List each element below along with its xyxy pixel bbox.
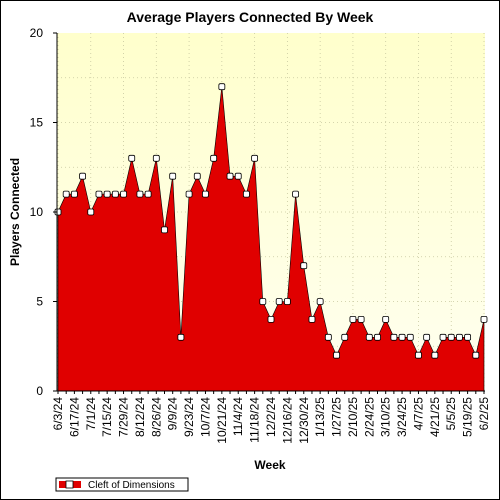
- x-tick-label: 6/17/24: [67, 397, 81, 437]
- data-point: [406, 333, 414, 341]
- data-point: [357, 315, 365, 323]
- data-point: [423, 333, 431, 341]
- data-point: [333, 351, 340, 359]
- data-point: [447, 333, 455, 341]
- data-point: [185, 190, 193, 198]
- x-tick-label: 12/2/24: [264, 397, 278, 437]
- chart-title: Average Players Connected By Week: [127, 9, 374, 25]
- data-point: [251, 154, 259, 162]
- data-point: [202, 190, 209, 198]
- data-point: [464, 333, 472, 341]
- data-point: [415, 351, 422, 359]
- data-point: [144, 190, 152, 198]
- x-tick-label: 9/9/24: [166, 397, 180, 431]
- x-axis-title: Week: [254, 458, 285, 472]
- data-point: [161, 226, 168, 234]
- x-tick-label: 7/15/24: [100, 397, 114, 437]
- x-tick-label: 2/10/25: [346, 397, 360, 437]
- x-tick-label: 12/16/24: [280, 397, 294, 444]
- y-axis-title: Players Connected: [8, 158, 22, 266]
- x-tick-label: 9/23/24: [182, 397, 196, 437]
- data-point: [226, 172, 234, 180]
- x-tick-label: 7/29/24: [117, 397, 131, 437]
- y-tick-label: 15: [30, 116, 44, 130]
- data-point: [431, 351, 439, 359]
- y-axis-ticks: 0 5 10 15 20: [30, 26, 57, 398]
- data-point: [120, 190, 127, 198]
- data-point: [169, 172, 177, 180]
- data-point: [456, 333, 463, 341]
- markers: [54, 83, 488, 359]
- x-tick-label: 6/3/24: [51, 397, 65, 431]
- data-point: [111, 190, 119, 198]
- y-tick-label: 10: [30, 205, 44, 219]
- data-point: [382, 315, 390, 323]
- data-point: [283, 298, 291, 305]
- legend-box: [55, 477, 189, 492]
- data-point: [316, 298, 324, 305]
- data-point: [218, 83, 226, 91]
- data-point: [324, 333, 332, 341]
- data-point: [390, 333, 398, 341]
- data-point: [341, 333, 349, 341]
- x-tick-label: 7/1/24: [84, 397, 98, 431]
- data-point: [62, 190, 70, 198]
- data-point: [275, 298, 283, 305]
- data-point: [300, 262, 308, 270]
- data-point: [267, 315, 275, 323]
- data-point: [243, 190, 250, 198]
- data-point: [308, 315, 316, 323]
- data-point: [374, 333, 381, 341]
- data-point: [259, 298, 267, 305]
- x-tick-label: 2/24/25: [362, 397, 376, 437]
- x-tick-label: 4/7/25: [411, 397, 425, 431]
- data-point: [79, 172, 86, 180]
- y-tick-label: 5: [36, 295, 43, 309]
- x-tick-label: 4/21/25: [428, 397, 442, 437]
- data-point: [210, 154, 218, 162]
- data-point: [234, 172, 242, 180]
- x-tick-label: 1/13/25: [313, 397, 327, 437]
- data-point: [103, 190, 111, 198]
- data-point: [152, 154, 160, 162]
- x-tick-label: 3/24/25: [395, 397, 409, 437]
- data-point: [95, 190, 103, 198]
- x-tick-label: 8/12/24: [133, 397, 147, 437]
- x-tick-label: 11/4/24: [231, 397, 245, 436]
- legend-label: Cleft of Dimensions: [88, 480, 175, 491]
- data-point: [398, 333, 406, 341]
- legend: Cleft of Dimensions: [55, 477, 189, 492]
- x-tick-label: 6/2/25: [477, 397, 491, 431]
- data-point: [292, 190, 299, 198]
- x-tick-label: 5/5/25: [444, 397, 458, 431]
- y-tick-label: 0: [36, 384, 43, 398]
- data-point: [439, 333, 447, 341]
- data-point: [136, 190, 144, 198]
- x-tick-label: 5/19/25: [461, 397, 475, 437]
- data-point: [480, 315, 488, 323]
- data-point: [128, 154, 136, 162]
- x-tick-label: 1/27/25: [330, 397, 344, 437]
- data-point: [349, 315, 357, 323]
- data-point: [70, 190, 78, 198]
- x-tick-label: 8/26/24: [149, 397, 163, 437]
- x-tick-label: 11/18/24: [248, 397, 262, 443]
- x-tick-label: 12/30/24: [297, 397, 311, 444]
- data-point: [472, 351, 480, 359]
- legend-marker: [65, 480, 74, 489]
- x-tick-label: 10/21/24: [215, 397, 229, 444]
- data-point: [177, 333, 185, 341]
- x-tick-label: 3/10/25: [379, 397, 393, 437]
- data-point: [193, 172, 201, 180]
- x-axis-ticks: 6/3/24 6/17/24 7/1/24 7/15/24 7/29/24 8/12/24…: [51, 391, 491, 444]
- data-point: [365, 333, 373, 341]
- data-point: [87, 208, 95, 216]
- x-tick-label: 10/7/24: [198, 397, 212, 437]
- y-tick-label: 20: [30, 26, 44, 40]
